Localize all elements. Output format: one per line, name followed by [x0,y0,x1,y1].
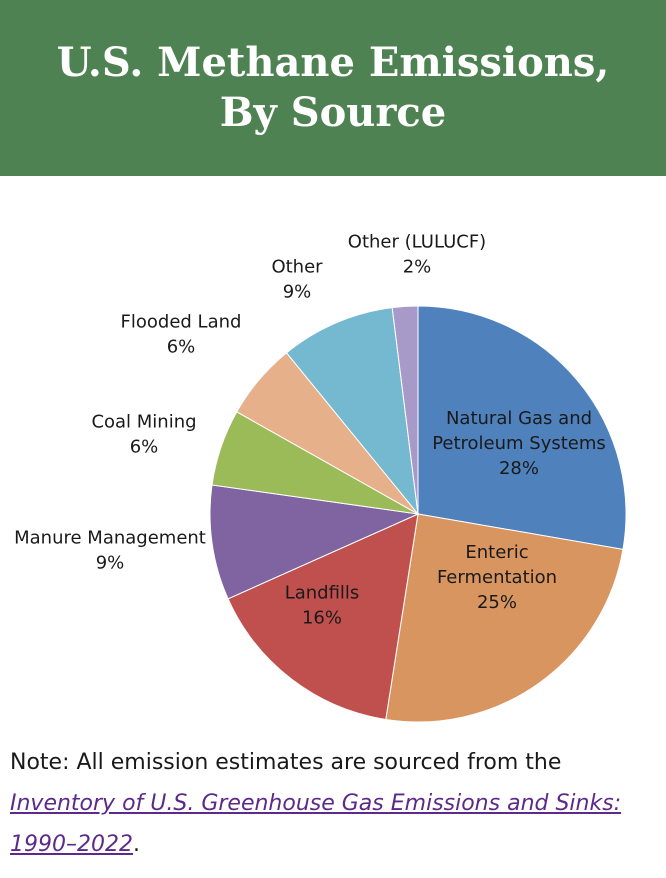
slice-label-line: Enteric [465,542,528,563]
slice-label-line: 28% [499,458,539,479]
slice-label-line: Other [271,257,323,278]
slice-label-2: Landfills 16% [285,583,360,629]
slice-label-4: Coal Mining 6% [91,412,196,458]
slice-label-line: Natural Gas and [446,408,592,429]
slice-label-line: 2% [403,257,432,278]
slice-label-line: Manure Management [14,528,206,549]
page-title: U.S. Methane Emissions, By Source [23,38,643,138]
slice-label-5: Flooded Land 6% [121,312,242,358]
pie-labels: Natural Gas and Petroleum Systems 28% Enter… [14,232,606,629]
slice-label-7: Other (LULUCF) 2% [348,232,486,278]
slice-label-1: Enteric Fermentation 25% [437,542,557,613]
pie-slice-1 [385,513,624,723]
slice-label-line: 25% [477,592,517,613]
slice-label-line: 16% [302,608,342,629]
pie-slice-2 [227,513,419,721]
slice-label-line: 9% [96,553,125,574]
slice-label-line: Fermentation [437,567,557,588]
slice-label-line: 6% [130,437,159,458]
slice-label-line: Flooded Land [121,312,242,333]
note-prefix: Note: All emission estimates are sourced… [10,750,562,775]
pie-slice-7 [391,305,419,515]
pie-slice-6 [285,307,419,516]
slice-label-6: Other 9% [271,257,323,303]
methane-pie-chart: Natural Gas and Petroleum Systems 28% Enter… [14,232,627,723]
source-note: Note: All emission estimates are sourced… [10,742,656,865]
page-header: U.S. Methane Emissions, By Source [0,0,666,176]
slice-label-line: Other (LULUCF) [348,232,486,253]
slice-label-line: Coal Mining [91,412,196,433]
page-title-line2: By Source [219,89,447,136]
slice-label-line: 9% [283,282,312,303]
slice-label-line: 6% [167,337,196,358]
note-suffix: . [132,832,140,857]
inventory-link[interactable]: Inventory of U.S. Greenhouse Gas Emissio… [10,791,622,857]
page-title-line1: U.S. Methane Emissions, [56,39,610,86]
slice-label-line: Petroleum Systems [432,433,606,454]
slice-label-0: Natural Gas and Petroleum Systems 28% [432,408,606,479]
slice-label-line: Landfills [285,583,360,604]
pie-slices [209,305,627,723]
pie-slice-0 [417,305,627,550]
pie-slice-3 [209,484,420,600]
slice-label-3: Manure Management 9% [14,528,206,574]
